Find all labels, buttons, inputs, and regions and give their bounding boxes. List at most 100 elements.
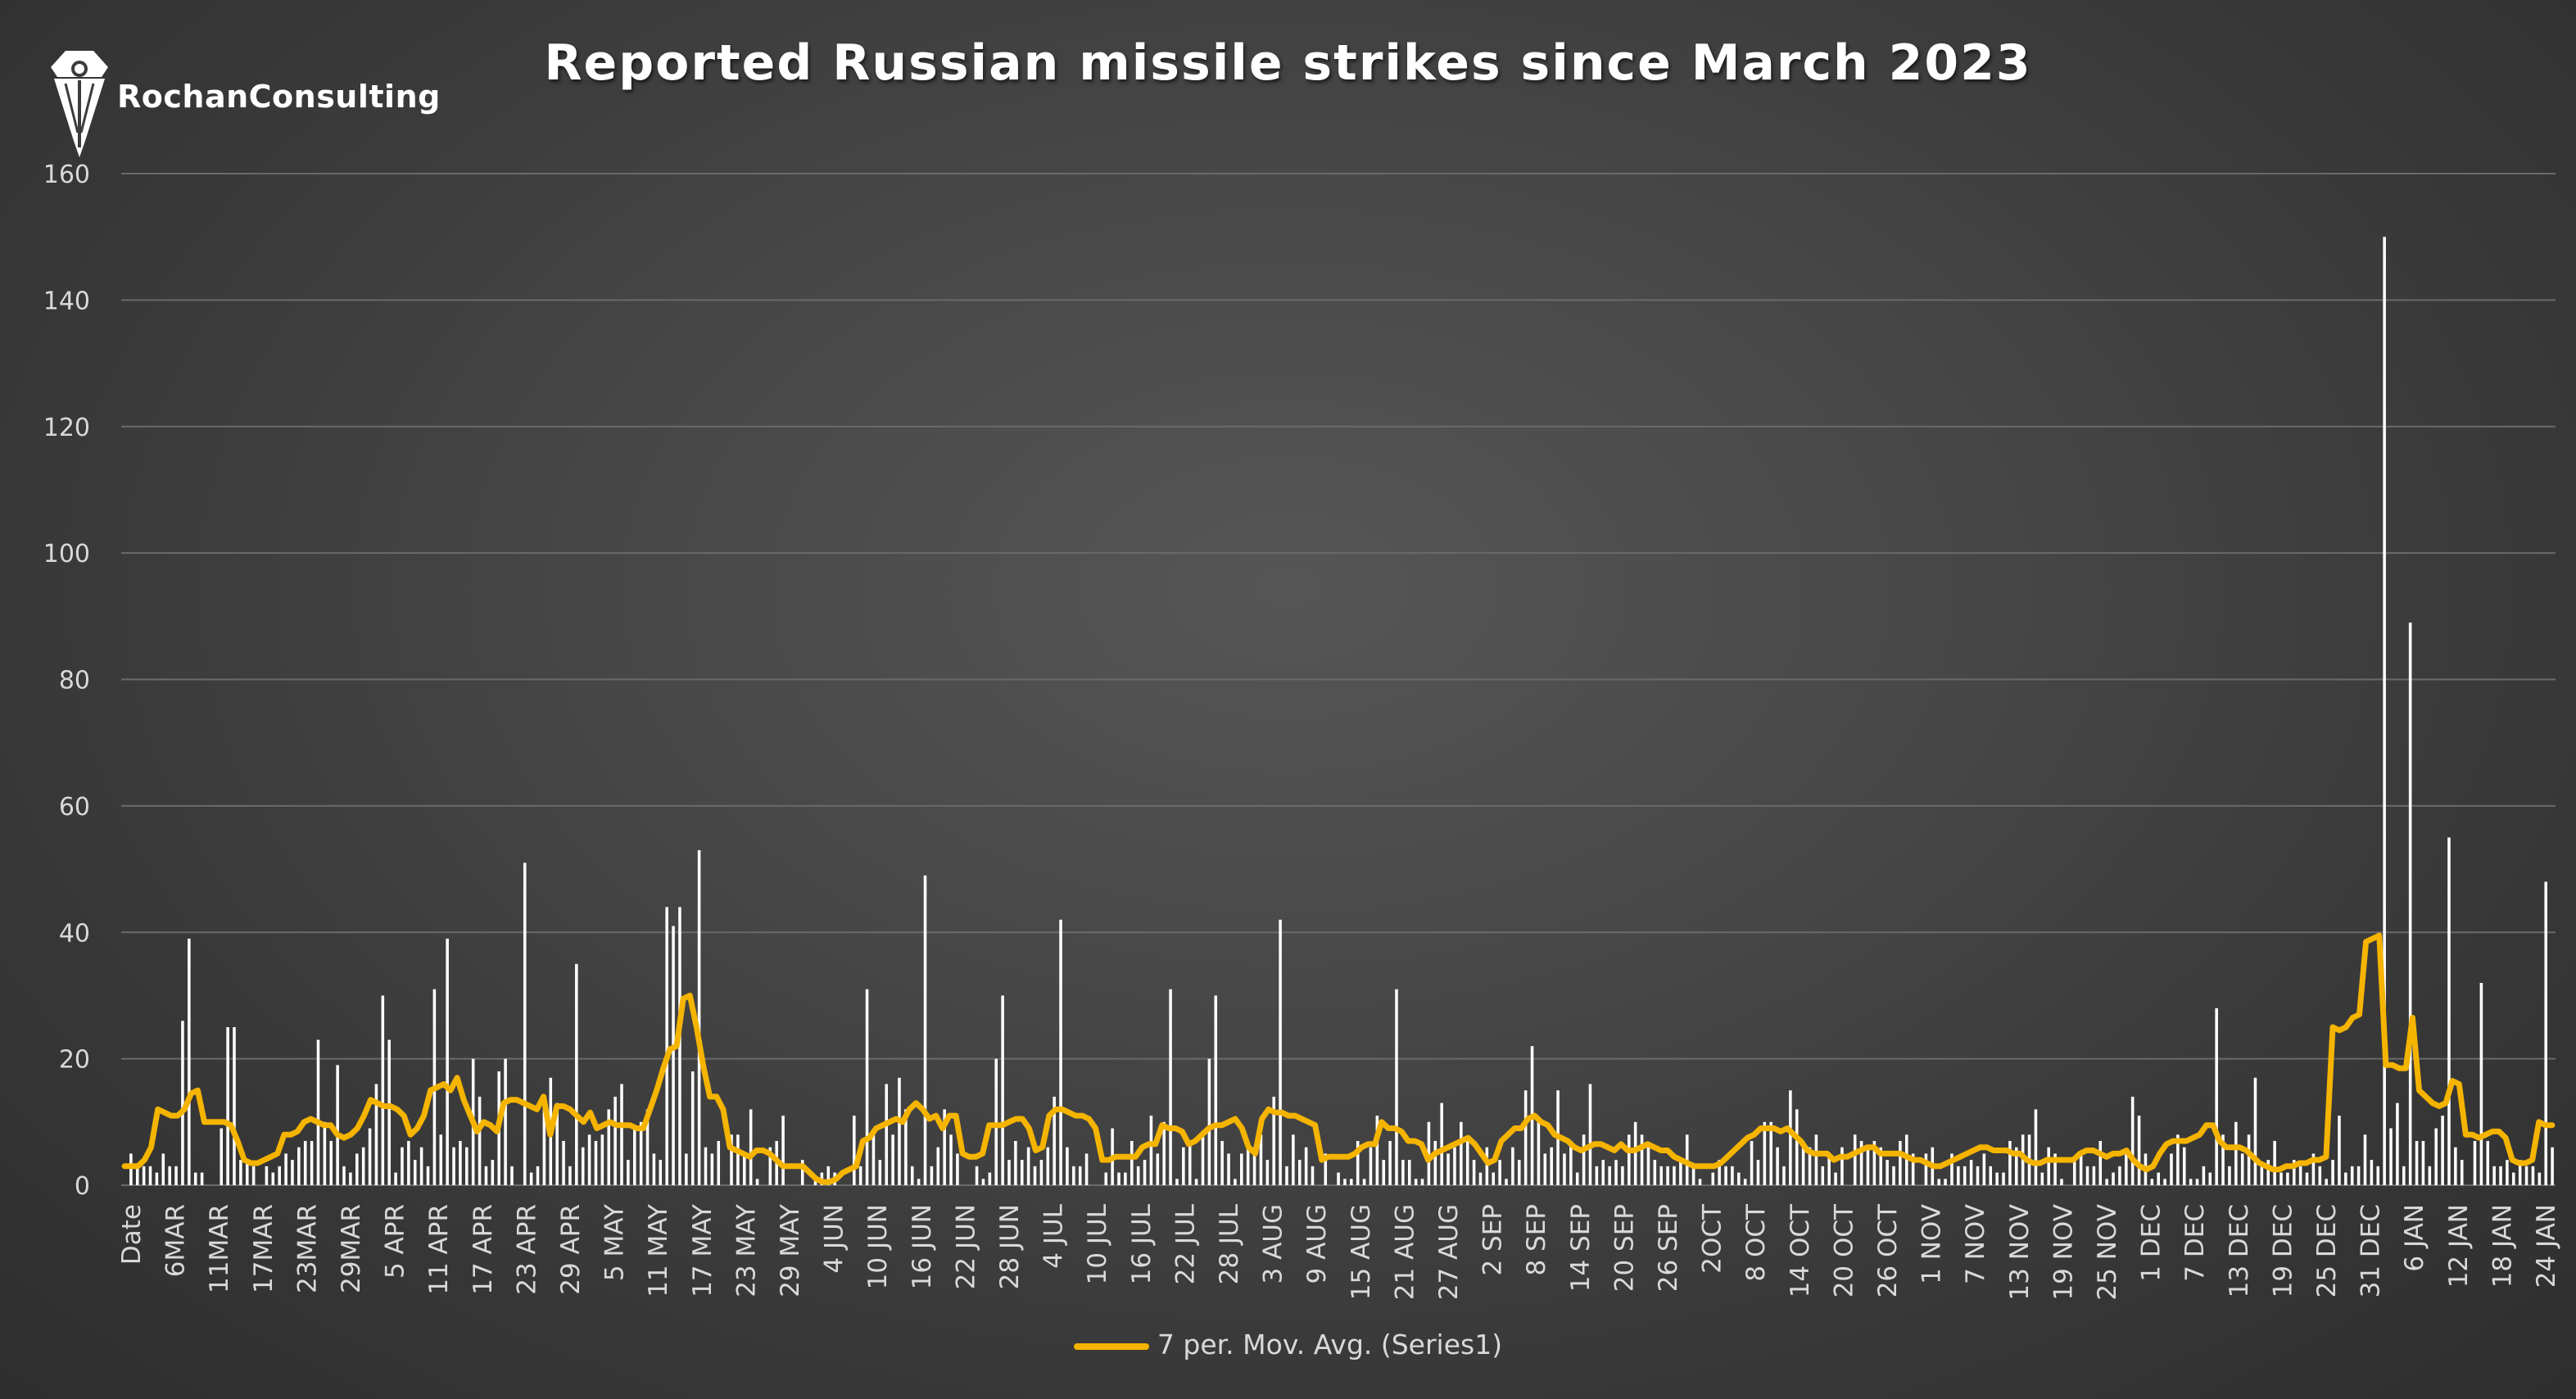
x-tick-label: 3 AUG [1259, 1204, 1288, 1284]
bar [2531, 1166, 2535, 1185]
bar [2524, 1166, 2528, 1185]
x-tick-label: 19 DEC [2268, 1204, 2298, 1297]
bar [1369, 1147, 1373, 1185]
bar [2176, 1134, 2180, 1185]
bar [1505, 1179, 1508, 1185]
x-tick-label: 11 APR [424, 1204, 454, 1295]
bar [478, 1096, 482, 1185]
bar [2331, 1160, 2334, 1186]
bar [220, 1128, 224, 1185]
bar [1827, 1153, 1831, 1185]
x-tick-label: 29MAR [337, 1204, 366, 1293]
bar [736, 1134, 740, 1185]
bar [1388, 1140, 1392, 1185]
bar [129, 1153, 133, 1185]
bar [2396, 1102, 2399, 1185]
bar [1220, 1140, 1224, 1185]
bar [1840, 1147, 1844, 1185]
bar [2189, 1179, 2193, 1185]
bar [188, 938, 191, 1185]
x-tick-label: 29 APR [556, 1204, 586, 1295]
legend-line-swatch [1073, 1342, 1149, 1350]
bar [1485, 1147, 1489, 1185]
bar [2215, 1007, 2218, 1186]
bar [632, 1128, 636, 1185]
bar [1053, 1096, 1056, 1185]
bar [1937, 1179, 1940, 1185]
bar [2228, 1166, 2231, 1185]
bar [581, 1147, 585, 1185]
bar [685, 1153, 688, 1185]
bar [885, 1084, 888, 1185]
bar [1124, 1172, 1127, 1185]
bar [407, 1140, 410, 1185]
bar [271, 1172, 275, 1185]
bar [1795, 1109, 1799, 1186]
bar [600, 1134, 604, 1185]
x-tick-label: 6MAR [161, 1204, 191, 1277]
bar [1588, 1084, 1592, 1185]
bar [2499, 1166, 2502, 1185]
bar [2092, 1166, 2096, 1185]
bar [1550, 1147, 1553, 1185]
bar [2105, 1179, 2108, 1185]
bar [1511, 1147, 1514, 1185]
x-tick-label: 13 DEC [2225, 1204, 2254, 1297]
bar [1297, 1160, 1302, 1186]
y-tick-label: 60 [59, 793, 90, 822]
bar [394, 1172, 397, 1185]
bar [1194, 1179, 1198, 1185]
x-tick-label: 14 SEP [1566, 1204, 1596, 1292]
bar [1963, 1166, 1967, 1185]
y-tick-label: 80 [59, 667, 90, 695]
gridlines [121, 173, 2556, 1186]
bar [743, 1153, 746, 1185]
bar [575, 963, 578, 1185]
bar [374, 1084, 378, 1185]
bar [2047, 1147, 2050, 1185]
bar [1175, 1179, 1179, 1185]
bar [239, 1160, 242, 1186]
bar [1285, 1166, 1288, 1185]
x-tick-label: 2OCT [1698, 1203, 1727, 1274]
bar [1362, 1179, 1366, 1185]
x-tick-label: 10 JUN [863, 1204, 893, 1289]
x-tick-label: 1 DEC [2137, 1204, 2166, 1282]
bar [452, 1147, 455, 1185]
bar-series [129, 237, 2554, 1186]
bar [2318, 1166, 2322, 1185]
y-tick-label: 40 [59, 919, 90, 948]
bar [1969, 1160, 1973, 1186]
bar [2157, 1172, 2160, 1185]
bar [871, 1134, 876, 1185]
bar [1227, 1153, 1230, 1185]
bar [1763, 1121, 1767, 1185]
bar [1731, 1166, 1734, 1185]
bar [1453, 1147, 1456, 1185]
bar [459, 1140, 462, 1185]
x-tick-label: 17 MAY [688, 1204, 718, 1297]
bar [1673, 1166, 1676, 1185]
bar [542, 1102, 546, 1185]
bar [1782, 1166, 1786, 1185]
bar [858, 1166, 862, 1185]
bar [1492, 1172, 1496, 1185]
x-tick-label: 28 JUN [995, 1204, 1025, 1289]
x-tick-label: 5 MAY [600, 1204, 630, 1281]
bar [291, 1160, 294, 1186]
bar [181, 1021, 184, 1185]
bar [717, 1140, 721, 1185]
bar [1207, 1058, 1211, 1186]
bar [2150, 1179, 2154, 1185]
bar [930, 1166, 934, 1185]
bar [504, 1058, 507, 1186]
bar [401, 1147, 404, 1185]
bar [1414, 1179, 1418, 1185]
bar [1272, 1096, 1275, 1185]
x-tick-label: 10 JUL [1083, 1203, 1112, 1284]
bar [2344, 1172, 2347, 1185]
bar [956, 1153, 959, 1185]
bar [2279, 1172, 2283, 1185]
bar [1957, 1166, 1960, 1185]
